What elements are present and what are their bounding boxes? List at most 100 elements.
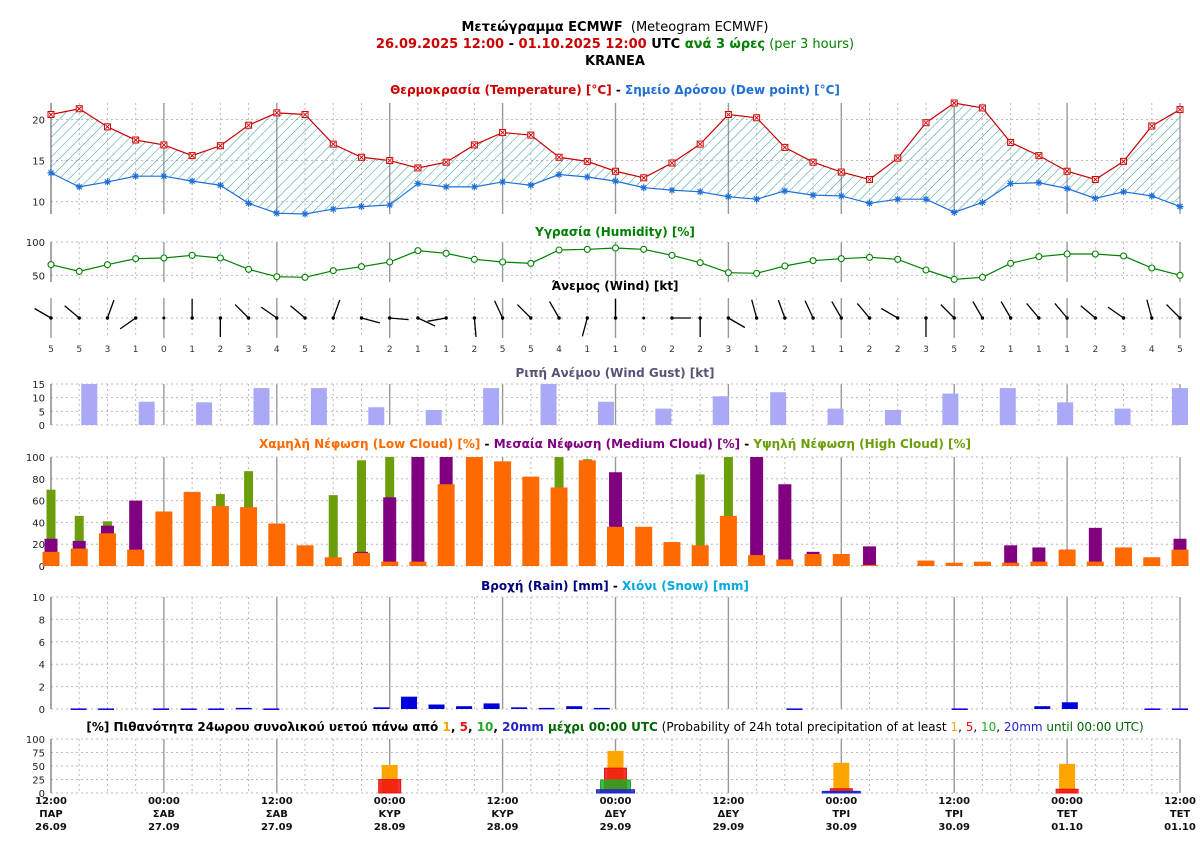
dewpoint-point xyxy=(894,195,902,203)
wind-arrow xyxy=(427,317,447,322)
wind-speed-label: 1 xyxy=(133,345,139,355)
rain-bar xyxy=(483,703,500,709)
x-tick-time: 12:00 xyxy=(938,796,970,807)
wind-arrow-head xyxy=(980,316,985,320)
humidity-point xyxy=(724,269,732,277)
gust-bar xyxy=(770,392,787,425)
wind-arrow xyxy=(361,317,380,324)
humidity-point xyxy=(527,259,535,267)
y-tick-label: 100 xyxy=(26,453,45,464)
humidity-point xyxy=(75,267,83,275)
gust-bar xyxy=(884,409,901,425)
gust-panel: Ριπή Ανέμου (Wind Gust) [kt] 0 5 10 15 xyxy=(32,366,1188,432)
dewpoint-point xyxy=(1007,180,1015,188)
temperature-point-mark xyxy=(584,159,590,164)
x-tick-day: ΤΡΙ xyxy=(832,809,850,820)
wind-arrow-head xyxy=(303,316,307,320)
temperature-point-mark xyxy=(246,122,251,128)
humidity-point xyxy=(865,253,874,261)
temperature-point-mark xyxy=(189,153,195,158)
temperature-point-mark xyxy=(528,132,534,138)
dewpoint-point xyxy=(499,178,507,186)
wind-arrow-head xyxy=(839,316,843,320)
dewpoint-point xyxy=(442,183,450,191)
low-cloud-bar xyxy=(1030,561,1048,566)
wind-arrow xyxy=(880,307,899,319)
gust-bar xyxy=(1057,402,1074,425)
temperature-point-mark xyxy=(302,112,308,117)
rain-bar xyxy=(456,706,473,709)
dewpoint-point xyxy=(470,183,478,191)
medium-cloud-bar xyxy=(1088,527,1102,566)
wind-arrow xyxy=(1166,304,1181,319)
gust-bar xyxy=(81,384,98,425)
wind-arrow xyxy=(493,300,504,319)
low-cloud-bar xyxy=(183,491,201,566)
temperature-point-mark xyxy=(895,155,901,161)
low-cloud-bar xyxy=(1171,549,1189,566)
y-tick-label: 0 xyxy=(39,562,45,573)
wind-speed-label: 1 xyxy=(1036,345,1042,355)
temperature-point-mark xyxy=(867,177,872,182)
x-tick-day: ΚΥΡ xyxy=(379,809,401,820)
dewpoint-point xyxy=(188,177,196,185)
temperature-point-mark xyxy=(951,100,957,106)
temperature-point-mark xyxy=(613,168,618,174)
temperature-point-mark xyxy=(754,115,759,121)
humidity-point xyxy=(611,244,620,252)
wind-speed-label: 1 xyxy=(1064,345,1070,355)
cloud-panel: Χαμηλή Νέφωση (Low Cloud) [%] - Μεσαία Ν… xyxy=(26,437,1189,573)
wind-speed-label: 5 xyxy=(76,345,82,355)
low-cloud-bar xyxy=(268,523,286,566)
humidity-point xyxy=(583,245,591,253)
rain-bar xyxy=(98,708,115,710)
humidity-point xyxy=(160,254,168,262)
dewpoint-point xyxy=(245,199,253,207)
humidity-point xyxy=(1091,250,1099,258)
wind-speed-label: 1 xyxy=(613,345,619,355)
humidity-point xyxy=(696,259,704,267)
y-tick-label: 25 xyxy=(32,776,45,787)
gust-bar xyxy=(999,388,1016,425)
wind-arrow-head xyxy=(529,316,533,320)
wind-speed-label: 2 xyxy=(1092,345,1098,355)
low-cloud-bar xyxy=(578,460,596,566)
y-tick-label: 20 xyxy=(32,540,45,551)
probability-panel: [%] Πιθανότητα 24ωρου συνολικού υετού πά… xyxy=(26,720,1181,800)
gust-bar xyxy=(942,393,959,425)
high-cloud-bar xyxy=(723,457,733,566)
x-tick-date: 28.09 xyxy=(487,822,519,833)
x-tick-day: ΣΑΒ xyxy=(266,809,288,820)
location-name: KRANEA xyxy=(585,54,645,69)
dewpoint-point xyxy=(1120,188,1128,196)
wind-arrow-head xyxy=(49,316,53,320)
wind-arrow-head xyxy=(500,316,505,320)
temperature-point-mark xyxy=(923,120,929,126)
medium-cloud-bar xyxy=(411,457,425,566)
temperature-point-mark xyxy=(1121,159,1126,164)
x-tick-day: ΤΡΙ xyxy=(945,809,963,820)
rain-bar xyxy=(428,704,445,709)
temperature-point-mark xyxy=(980,105,985,111)
x-tick-date: 29.09 xyxy=(600,822,632,833)
x-tick-day: ΤΕΤ xyxy=(1057,809,1078,820)
high-cloud-bar xyxy=(46,489,56,566)
humidity-point xyxy=(978,273,986,281)
temperature-point-mark xyxy=(1036,153,1042,158)
temperature-point-mark xyxy=(556,154,562,160)
x-tick-date: 30.09 xyxy=(825,822,857,833)
low-cloud-bar xyxy=(522,476,540,566)
wind-arrow xyxy=(777,299,786,319)
y-tick-label: 0 xyxy=(39,705,45,716)
humidity-point xyxy=(245,265,253,273)
wind-arrow-head xyxy=(133,316,138,320)
wind-arrow-head xyxy=(1065,316,1069,320)
wind-arrow xyxy=(831,301,842,319)
humidity-point xyxy=(470,255,478,263)
wind-arrow-head xyxy=(754,316,759,320)
dewpoint-point xyxy=(301,210,309,218)
dewpoint-point xyxy=(1035,179,1043,187)
y-tick-label: 20 xyxy=(32,115,45,126)
dewpoint-point xyxy=(357,203,365,211)
y-tick-label: 8 xyxy=(39,615,45,626)
